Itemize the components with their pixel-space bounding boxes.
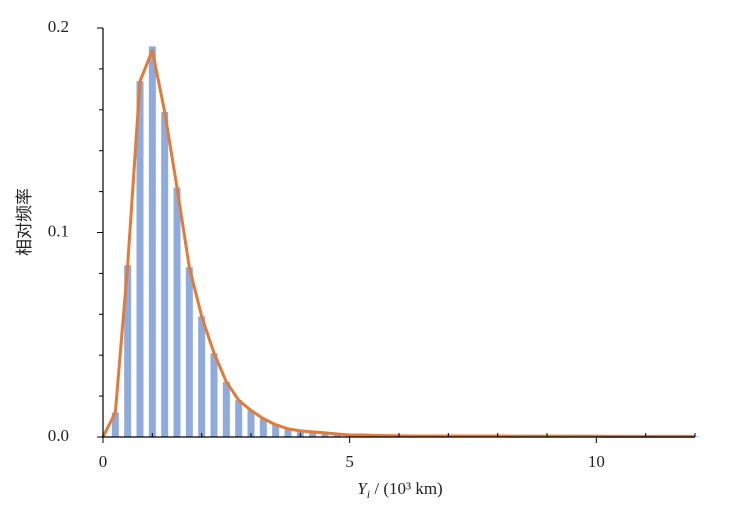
bar <box>247 410 255 437</box>
x-axis-sub: i <box>367 487 370 501</box>
bar <box>111 412 119 437</box>
bar <box>309 431 317 437</box>
bar <box>235 400 243 437</box>
x-tick-label: 0 <box>99 452 108 471</box>
bar <box>222 381 230 437</box>
bar <box>136 81 144 438</box>
bar <box>321 432 329 437</box>
y-axis-title: 相对频率 <box>15 188 34 256</box>
x-tick-label: 10 <box>588 452 605 471</box>
bar <box>124 265 132 437</box>
bar <box>210 353 218 437</box>
x-axis-var: Y <box>357 479 368 498</box>
bar <box>272 424 280 437</box>
bar <box>333 433 341 437</box>
bar <box>198 316 206 437</box>
bar <box>148 46 156 437</box>
bar <box>259 418 267 437</box>
y-tick-label: 0.2 <box>48 17 69 36</box>
y-tick-label: 0.1 <box>48 221 69 240</box>
x-axis-rest: / (10³ km) <box>370 479 443 498</box>
y-tick-label: 0.0 <box>48 426 69 445</box>
bar <box>284 428 292 437</box>
x-tick-label: 5 <box>345 452 354 471</box>
bar <box>173 187 181 437</box>
bar <box>185 267 193 437</box>
x-axis-title: Yi / (10³ km) <box>357 479 442 501</box>
bar <box>161 111 169 437</box>
